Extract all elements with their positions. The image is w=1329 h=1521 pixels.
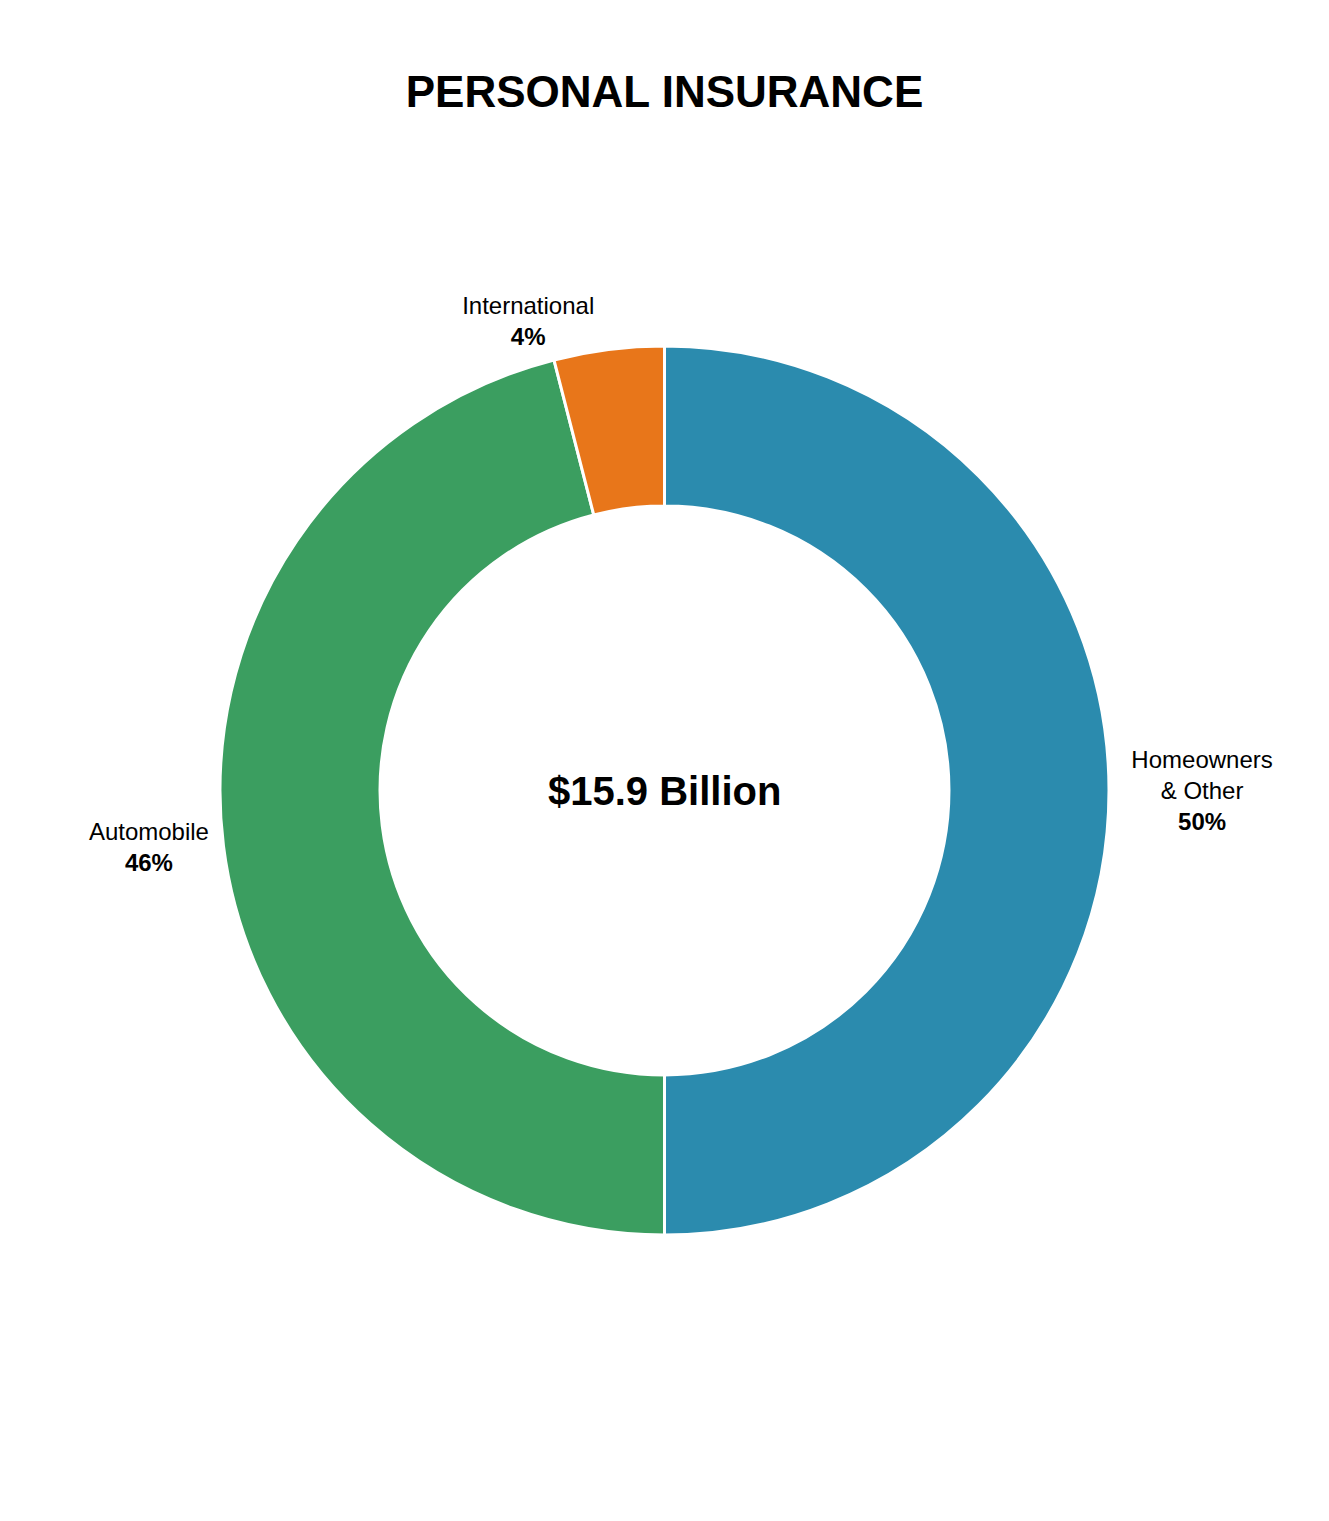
svg-text:Homeowners& Other50%: Homeowners& Other50%: [1131, 746, 1272, 835]
svg-text:PERSONAL INSURANCE: PERSONAL INSURANCE: [406, 67, 923, 116]
svg-text:Automobile46%: Automobile46%: [89, 818, 209, 876]
svg-text:International4%: International4%: [462, 292, 594, 350]
svg-text:$15.9 Billion: $15.9 Billion: [548, 769, 781, 813]
